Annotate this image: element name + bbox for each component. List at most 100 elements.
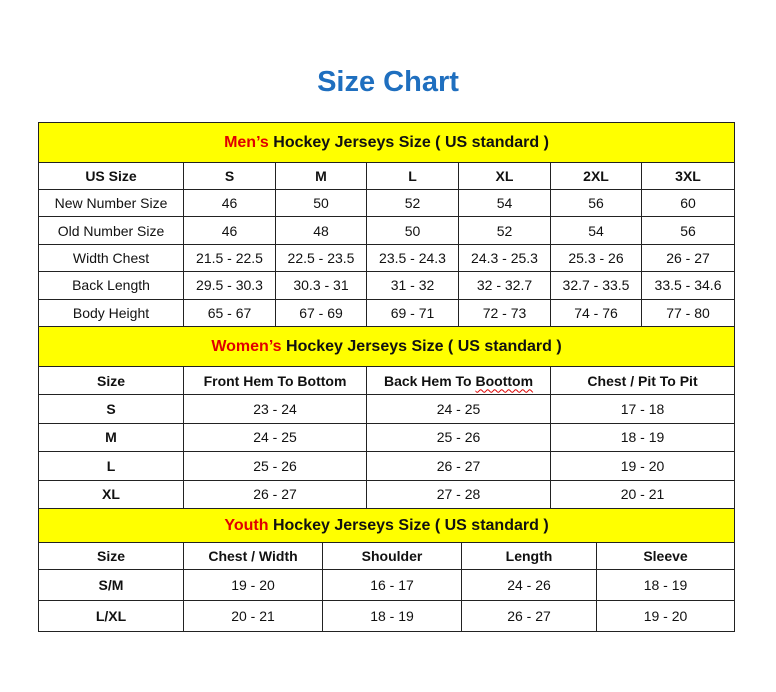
- column-header: 2XL: [550, 162, 642, 190]
- table-cell: 29.5 - 30.3: [183, 271, 276, 300]
- table-cell: 46: [183, 188, 276, 218]
- table-cell: 56: [550, 188, 642, 218]
- table-cell: 18 - 19: [595, 569, 736, 601]
- table-cell: 77 - 80: [640, 298, 736, 327]
- column-header-label: Length: [505, 548, 553, 564]
- table-cell: 60: [640, 188, 736, 218]
- women-size-table: Women’s Hockey Jerseys Size ( US standar…: [37, 326, 736, 509]
- table-row: Body Height 65 - 67 67 - 69 69 - 71 72 - 73 7…: [38, 298, 736, 327]
- men-title-text: Hockey Jerseys Size ( US standard ): [268, 133, 549, 151]
- youth-title-text: Hockey Jerseys Size ( US standard ): [268, 516, 549, 534]
- row-label: Back Length: [38, 271, 184, 300]
- table-cell: 52: [366, 188, 459, 218]
- table-cell: 50: [366, 216, 459, 245]
- column-header: Size: [38, 542, 184, 570]
- column-header-label: Chest / Pit To Pit: [587, 372, 698, 389]
- table-cell: 22.5 - 23.5: [275, 243, 367, 273]
- row-label: L/XL: [38, 600, 184, 632]
- table-cell: 26 - 27: [461, 600, 597, 632]
- table-cell: 24 - 25: [366, 394, 551, 424]
- table-row: L 25 - 26 26 - 27 19 - 20: [38, 451, 736, 481]
- column-header: Front Hem To Bottom: [183, 366, 367, 395]
- column-header-label: Back Hem To Boottom: [384, 373, 533, 389]
- column-header-label: Size: [96, 548, 125, 564]
- men-size-table: Men’s Hockey Jerseys Size ( US standard …: [37, 122, 736, 327]
- column-header: US Size: [38, 162, 184, 190]
- table-cell: 25 - 26: [183, 451, 367, 481]
- table-cell: 24.3 - 25.3: [458, 243, 551, 273]
- table-cell: 54: [550, 216, 642, 245]
- table-cell: 33.5 - 34.6: [640, 271, 736, 300]
- table-cell: 32 - 32.7: [458, 271, 551, 300]
- column-header-label: Shoulder: [361, 548, 423, 564]
- table-cell: 74 - 76: [550, 298, 642, 327]
- table-cell: 19 - 20: [549, 451, 736, 481]
- header-row: US Size S M L XL 2XL 3XL: [38, 162, 736, 190]
- header-row: Size Front Hem To Bottom Back Hem To Boott…: [38, 366, 736, 395]
- column-header: Back Hem To Boottom: [366, 366, 551, 395]
- table-cell: 18 - 19: [322, 600, 462, 632]
- row-label: S/M: [38, 569, 184, 601]
- column-header: XL: [458, 162, 551, 190]
- youth-title-highlight: Youth: [224, 516, 269, 534]
- row-label: XL: [38, 479, 184, 509]
- table-cell: 20 - 21: [183, 600, 323, 632]
- table-row: L/XL 20 - 21 18 - 19 26 - 27 19 - 20: [38, 600, 736, 632]
- row-label: S: [38, 394, 184, 424]
- row-label: M: [38, 422, 184, 452]
- spellcheck-underline: Boottom: [475, 372, 534, 389]
- table-cell: 69 - 71: [366, 298, 459, 327]
- page-title: Size Chart: [317, 66, 459, 98]
- men-title-highlight: Men’s: [224, 133, 269, 151]
- table-cell: 72 - 73: [458, 298, 551, 327]
- table-cell: 19 - 20: [183, 569, 323, 601]
- column-header-label: Sleeve: [643, 548, 688, 564]
- women-title-highlight: Women’s: [211, 337, 282, 355]
- column-header-label: XL: [495, 168, 514, 184]
- table-cell: 65 - 67: [183, 298, 276, 327]
- column-header: Chest / Width: [183, 542, 323, 570]
- table-row: S 23 - 24 24 - 25 17 - 18: [38, 394, 736, 424]
- column-header: L: [366, 162, 459, 190]
- table-cell: 21.5 - 22.5: [183, 243, 276, 273]
- table-cell: 26 - 27: [640, 243, 736, 273]
- column-header-label: Front Hem To Bottom: [203, 372, 347, 389]
- row-label: Old Number Size: [38, 216, 184, 245]
- table-cell: 24 - 26: [461, 569, 597, 601]
- table-row: Old Number Size 46 48 50 52 54 56: [38, 216, 736, 245]
- table-cell: 16 - 17: [322, 569, 462, 601]
- youth-section-title: Youth Hockey Jerseys Size ( US standard …: [37, 508, 736, 543]
- column-header-label: Chest / Width: [208, 548, 298, 564]
- women-title-text: Hockey Jerseys Size ( US standard ): [281, 337, 562, 355]
- table-cell: 27 - 28: [366, 479, 551, 509]
- table-cell: 32.7 - 33.5: [550, 271, 642, 300]
- column-header: Sleeve: [595, 542, 736, 570]
- column-header: Length: [461, 542, 597, 570]
- column-header-label: 3XL: [675, 168, 701, 184]
- row-label: New Number Size: [38, 188, 184, 218]
- table-cell: 56: [640, 216, 736, 245]
- column-header: S: [183, 162, 276, 190]
- column-header: 3XL: [640, 162, 736, 190]
- column-header-label: S: [224, 168, 235, 184]
- table-cell: 23 - 24: [183, 394, 367, 424]
- table-cell: 26 - 27: [366, 451, 551, 481]
- table-cell: 67 - 69: [275, 298, 367, 327]
- table-row: XL 26 - 27 27 - 28 20 - 21: [38, 479, 736, 509]
- table-row: S/M 19 - 20 16 - 17 24 - 26 18 - 19: [38, 569, 736, 601]
- women-section-title: Women’s Hockey Jerseys Size ( US standar…: [37, 326, 736, 367]
- table-cell: 17 - 18: [549, 394, 736, 424]
- column-header-label: Size: [96, 372, 125, 389]
- table-cell: 25 - 26: [366, 422, 551, 452]
- table-cell: 46: [183, 216, 276, 245]
- table-cell: 50: [275, 188, 367, 218]
- men-section-title: Men’s Hockey Jerseys Size ( US standard …: [37, 122, 736, 163]
- table-row: New Number Size 46 50 52 54 56 60: [38, 188, 736, 218]
- table-cell: 31 - 32: [366, 271, 459, 300]
- table-row: Width Chest 21.5 - 22.5 22.5 - 23.5 23.5 - …: [38, 243, 736, 273]
- youth-size-table: Youth Hockey Jerseys Size ( US standard …: [37, 508, 736, 632]
- table-cell: 48: [275, 216, 367, 245]
- column-header: M: [275, 162, 367, 190]
- column-header: Size: [38, 366, 184, 395]
- table-cell: 52: [458, 216, 551, 245]
